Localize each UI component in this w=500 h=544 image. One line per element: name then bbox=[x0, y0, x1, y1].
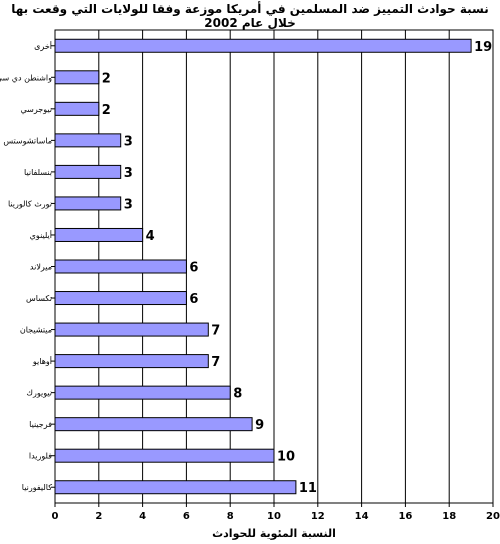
x-tick-label: 10 bbox=[267, 511, 281, 522]
data-label: 6 bbox=[189, 261, 198, 276]
category-label: فرجينيا bbox=[29, 420, 52, 429]
data-label: 2 bbox=[102, 71, 111, 86]
bar bbox=[54, 385, 231, 400]
x-tick-label: 18 bbox=[442, 511, 456, 522]
category-label: تكساس bbox=[26, 294, 52, 303]
bar bbox=[54, 480, 297, 495]
bar bbox=[54, 291, 187, 306]
data-label: 7 bbox=[211, 324, 220, 339]
bar bbox=[54, 70, 100, 85]
data-label: 9 bbox=[255, 418, 264, 433]
x-tick-label: 2 bbox=[95, 511, 102, 522]
data-label: 2 bbox=[102, 103, 111, 118]
category-label: نيويورك bbox=[26, 389, 52, 398]
x-axis-label: النسبة المئوية للحوادث bbox=[212, 527, 336, 540]
bar bbox=[54, 417, 253, 432]
category-label: كاليفورنيا bbox=[22, 483, 52, 492]
data-label: 10 bbox=[277, 450, 295, 465]
bar bbox=[54, 354, 209, 369]
bar bbox=[54, 164, 122, 179]
category-label: نورث كالورينا bbox=[8, 199, 52, 208]
category-label: أخرى bbox=[34, 41, 52, 51]
category-label: بنسلفانيا bbox=[24, 168, 52, 177]
data-label: 11 bbox=[299, 481, 317, 496]
data-label: 4 bbox=[146, 229, 155, 244]
bar bbox=[54, 38, 472, 53]
chart-title: نسبة حوادث التمييز ضد المسلمين في أمريكا… bbox=[11, 2, 489, 30]
category-label: فلوريدا bbox=[29, 452, 52, 461]
data-label: 3 bbox=[124, 166, 133, 181]
bar bbox=[54, 259, 187, 274]
category-label: نيوجرسي bbox=[20, 105, 52, 114]
bar bbox=[54, 196, 122, 211]
x-tick-label: 14 bbox=[355, 511, 369, 522]
category-label: أوهايو bbox=[32, 356, 52, 366]
category-label: واشنطن دي سي bbox=[0, 73, 52, 82]
data-label: 6 bbox=[189, 292, 198, 307]
category-label: ميتشيجان bbox=[20, 326, 52, 335]
x-tick-label: 20 bbox=[486, 511, 500, 522]
x-tick-label: 6 bbox=[183, 511, 190, 522]
data-label: 8 bbox=[233, 387, 242, 402]
category-label: أيلينوي bbox=[30, 230, 52, 240]
x-tick-label: 16 bbox=[398, 511, 412, 522]
bar bbox=[54, 227, 144, 242]
x-tick-label: 12 bbox=[311, 511, 325, 522]
bar bbox=[54, 448, 275, 463]
x-tick-label: 8 bbox=[227, 511, 234, 522]
data-label: 3 bbox=[124, 197, 133, 212]
x-tick-label: 0 bbox=[52, 511, 59, 522]
data-label: 19 bbox=[474, 40, 492, 55]
category-label: ماساتشوستس bbox=[3, 136, 52, 145]
data-label: 3 bbox=[124, 134, 133, 149]
bar bbox=[54, 101, 100, 116]
x-tick-label: 4 bbox=[139, 511, 146, 522]
data-label: 7 bbox=[211, 355, 220, 370]
bar bbox=[54, 133, 122, 148]
bar bbox=[54, 322, 209, 337]
category-label: ميرلاند bbox=[30, 263, 52, 272]
